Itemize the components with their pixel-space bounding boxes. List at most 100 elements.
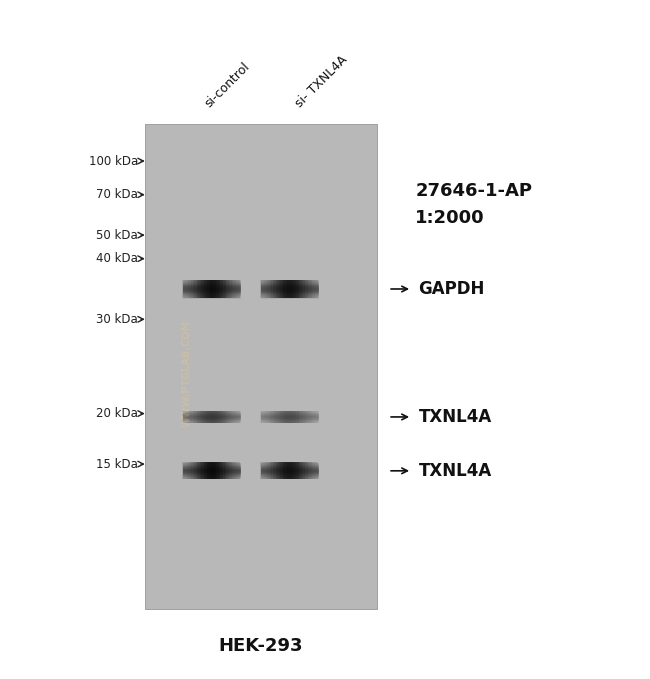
FancyBboxPatch shape	[289, 411, 291, 423]
FancyBboxPatch shape	[196, 411, 197, 423]
FancyBboxPatch shape	[223, 411, 224, 423]
FancyBboxPatch shape	[184, 462, 185, 479]
FancyBboxPatch shape	[270, 462, 272, 479]
FancyBboxPatch shape	[309, 411, 311, 423]
FancyBboxPatch shape	[227, 280, 229, 298]
FancyBboxPatch shape	[313, 280, 315, 298]
FancyBboxPatch shape	[296, 462, 298, 479]
FancyBboxPatch shape	[283, 462, 285, 479]
FancyBboxPatch shape	[183, 462, 184, 479]
Text: si-control: si-control	[203, 60, 253, 111]
FancyBboxPatch shape	[198, 280, 200, 298]
FancyBboxPatch shape	[283, 411, 285, 423]
Text: 70 kDa: 70 kDa	[96, 188, 138, 201]
FancyBboxPatch shape	[266, 280, 267, 298]
FancyBboxPatch shape	[235, 411, 236, 423]
FancyBboxPatch shape	[183, 411, 184, 423]
FancyBboxPatch shape	[264, 411, 266, 423]
FancyBboxPatch shape	[304, 411, 305, 423]
FancyBboxPatch shape	[283, 280, 285, 298]
FancyBboxPatch shape	[204, 411, 205, 423]
FancyBboxPatch shape	[285, 411, 286, 423]
FancyBboxPatch shape	[287, 280, 289, 298]
FancyBboxPatch shape	[274, 280, 276, 298]
FancyBboxPatch shape	[299, 411, 300, 423]
FancyBboxPatch shape	[272, 462, 273, 479]
FancyBboxPatch shape	[309, 462, 311, 479]
FancyBboxPatch shape	[239, 411, 240, 423]
FancyBboxPatch shape	[304, 462, 305, 479]
FancyBboxPatch shape	[197, 462, 198, 479]
FancyBboxPatch shape	[223, 462, 224, 479]
FancyBboxPatch shape	[285, 280, 286, 298]
FancyBboxPatch shape	[205, 280, 207, 298]
FancyBboxPatch shape	[260, 411, 261, 423]
FancyBboxPatch shape	[294, 462, 296, 479]
FancyBboxPatch shape	[200, 280, 202, 298]
FancyBboxPatch shape	[213, 462, 215, 479]
FancyBboxPatch shape	[302, 462, 304, 479]
FancyBboxPatch shape	[230, 280, 232, 298]
FancyBboxPatch shape	[235, 280, 236, 298]
FancyBboxPatch shape	[313, 411, 315, 423]
FancyBboxPatch shape	[187, 411, 188, 423]
FancyBboxPatch shape	[291, 462, 292, 479]
FancyBboxPatch shape	[232, 411, 233, 423]
FancyBboxPatch shape	[205, 411, 207, 423]
FancyBboxPatch shape	[232, 280, 233, 298]
FancyBboxPatch shape	[292, 462, 293, 479]
FancyBboxPatch shape	[224, 411, 226, 423]
FancyBboxPatch shape	[263, 280, 264, 298]
FancyBboxPatch shape	[223, 280, 224, 298]
Text: 27646-1-AP: 27646-1-AP	[415, 183, 532, 200]
FancyBboxPatch shape	[144, 124, 376, 609]
FancyBboxPatch shape	[291, 411, 292, 423]
FancyBboxPatch shape	[272, 411, 273, 423]
FancyBboxPatch shape	[194, 462, 196, 479]
FancyBboxPatch shape	[263, 462, 264, 479]
FancyBboxPatch shape	[311, 411, 312, 423]
FancyBboxPatch shape	[289, 280, 291, 298]
FancyBboxPatch shape	[187, 280, 188, 298]
FancyBboxPatch shape	[202, 462, 203, 479]
FancyBboxPatch shape	[298, 462, 299, 479]
FancyBboxPatch shape	[281, 280, 283, 298]
FancyBboxPatch shape	[191, 411, 192, 423]
FancyBboxPatch shape	[291, 280, 292, 298]
FancyBboxPatch shape	[200, 411, 202, 423]
FancyBboxPatch shape	[274, 411, 276, 423]
FancyBboxPatch shape	[222, 411, 223, 423]
FancyBboxPatch shape	[222, 462, 223, 479]
FancyBboxPatch shape	[264, 462, 266, 479]
FancyBboxPatch shape	[307, 411, 309, 423]
FancyBboxPatch shape	[204, 280, 205, 298]
FancyBboxPatch shape	[235, 462, 236, 479]
FancyBboxPatch shape	[207, 462, 209, 479]
FancyBboxPatch shape	[313, 462, 315, 479]
FancyBboxPatch shape	[203, 280, 204, 298]
FancyBboxPatch shape	[210, 280, 211, 298]
FancyBboxPatch shape	[194, 280, 196, 298]
FancyBboxPatch shape	[196, 462, 197, 479]
FancyBboxPatch shape	[211, 462, 213, 479]
FancyBboxPatch shape	[224, 462, 226, 479]
FancyBboxPatch shape	[226, 280, 228, 298]
FancyBboxPatch shape	[214, 411, 216, 423]
FancyBboxPatch shape	[267, 280, 268, 298]
FancyBboxPatch shape	[311, 462, 312, 479]
FancyBboxPatch shape	[188, 280, 190, 298]
FancyBboxPatch shape	[294, 411, 296, 423]
FancyBboxPatch shape	[230, 462, 232, 479]
FancyBboxPatch shape	[217, 280, 219, 298]
FancyBboxPatch shape	[202, 280, 203, 298]
FancyBboxPatch shape	[229, 280, 230, 298]
FancyBboxPatch shape	[315, 411, 317, 423]
FancyBboxPatch shape	[302, 411, 304, 423]
FancyBboxPatch shape	[202, 411, 203, 423]
FancyBboxPatch shape	[274, 462, 276, 479]
FancyBboxPatch shape	[309, 280, 311, 298]
FancyBboxPatch shape	[267, 462, 268, 479]
FancyBboxPatch shape	[227, 462, 229, 479]
FancyBboxPatch shape	[207, 411, 209, 423]
FancyBboxPatch shape	[278, 411, 279, 423]
